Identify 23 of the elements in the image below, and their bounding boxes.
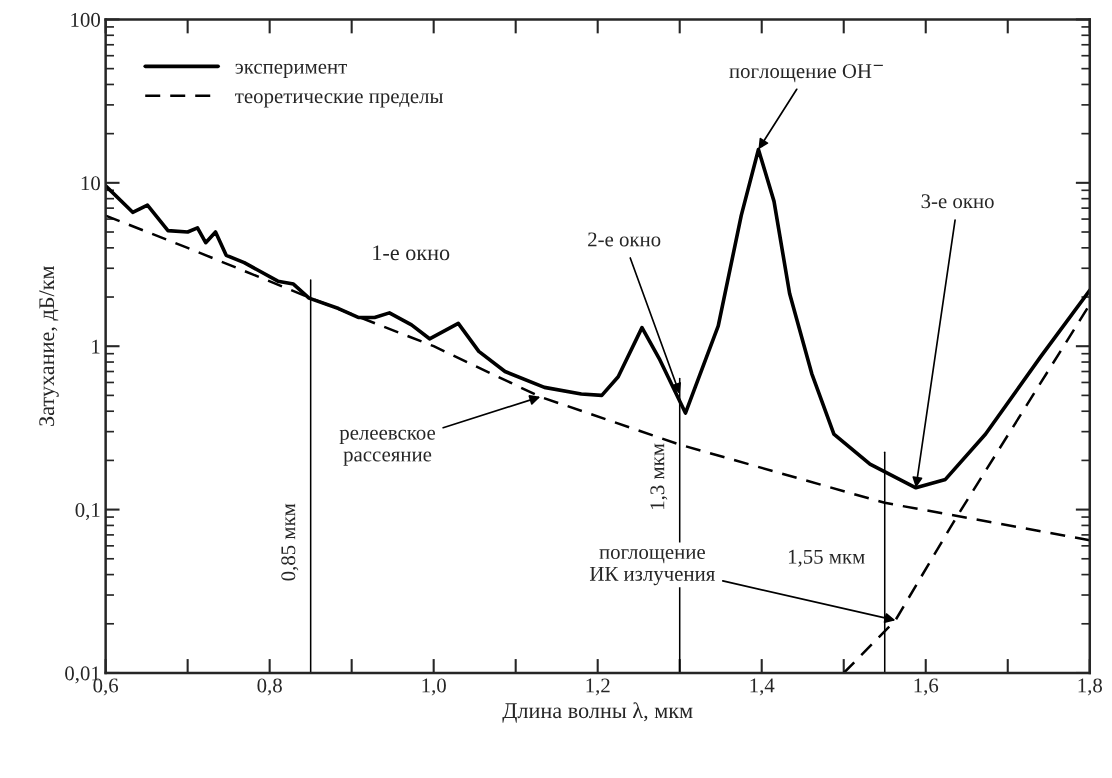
annotation: поглощение OH$^{−}$ — [729, 64, 883, 83]
x-tick-label: 1,4 — [750, 678, 775, 696]
annotation: 2-е окно — [588, 232, 661, 247]
ref-line-label: 1,55 мкм — [788, 549, 865, 567]
y-tick-label: 100 — [71, 12, 100, 27]
y-tick-label: 10 — [81, 176, 100, 191]
x-tick-label: 1,8 — [1078, 678, 1102, 696]
x-axis-title: Длина волны λ, мкм — [502, 702, 693, 723]
x-tick-label: 1,6 — [914, 678, 939, 696]
legend-label: теоретические пределы — [235, 93, 443, 108]
annotation: поглощение ИК излучения — [589, 549, 715, 586]
annotation: релеевское рассеяние — [339, 429, 436, 466]
x-tick-label: 1,0 — [422, 678, 446, 696]
legend-label: эксперимент — [235, 63, 347, 79]
x-tick-label: 1,2 — [586, 678, 610, 696]
x-tick-label: 0,8 — [257, 678, 282, 696]
annotation: 1-е окно — [373, 245, 450, 261]
y-tick-label: 0,1 — [75, 502, 100, 521]
annotation: 3-е окно — [921, 194, 994, 209]
y-tick-label: 1 — [92, 339, 100, 354]
y-axis-title: Затухание, дБ/км — [39, 266, 59, 426]
ref-line-label: 1,3 мкм — [650, 443, 668, 509]
ref-line-label: 0,85 мкм — [281, 503, 299, 581]
